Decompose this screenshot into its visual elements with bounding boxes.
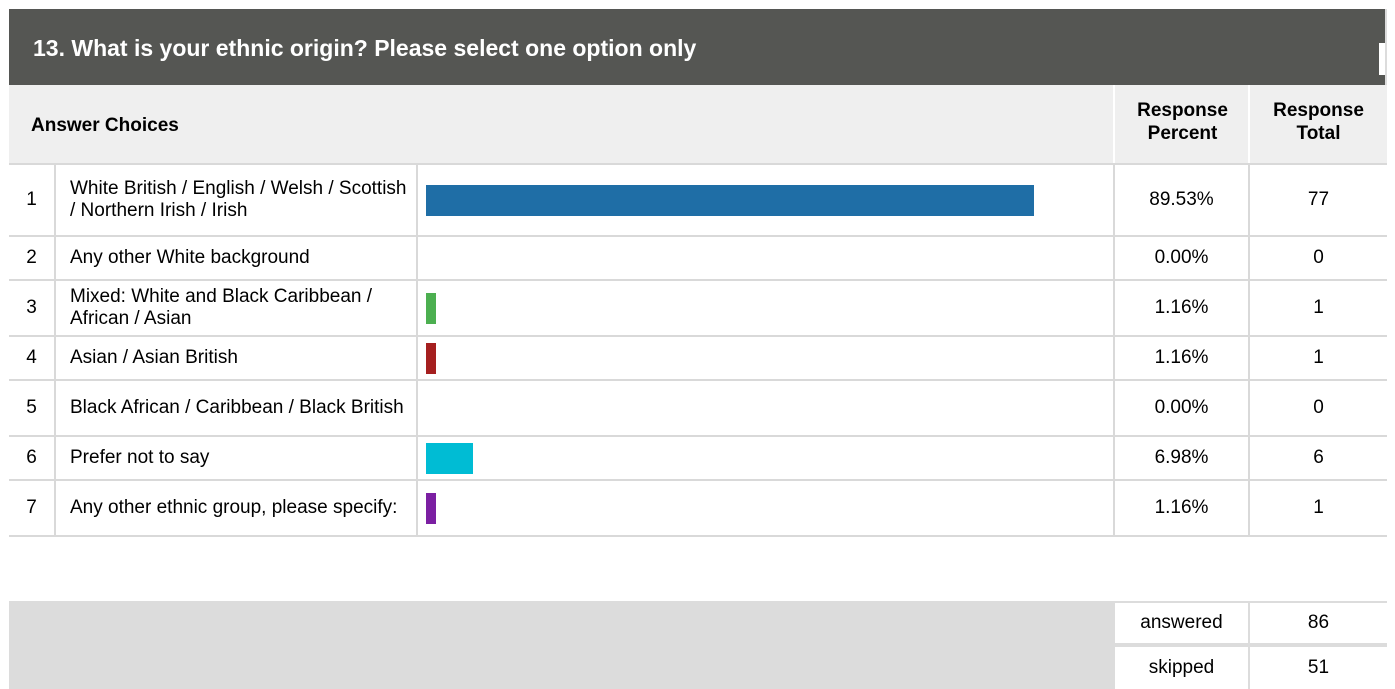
response-bar [426, 443, 473, 474]
row-number: 4 [9, 337, 56, 379]
response-bar [426, 185, 1034, 216]
skipped-label: skipped [1115, 647, 1248, 689]
summary-footer: answered 86 skipped 51 [9, 601, 1387, 689]
response-percent: 1.16% [1115, 481, 1250, 535]
response-bar [426, 493, 436, 524]
response-total: 1 [1250, 481, 1387, 535]
response-total-header-line1: Response [1250, 99, 1387, 122]
bar-cell [418, 281, 1115, 335]
response-total: 77 [1250, 165, 1387, 235]
row-number: 7 [9, 481, 56, 535]
response-percent-header-line1: Response [1115, 99, 1250, 122]
response-bar [426, 293, 436, 324]
row-number: 3 [9, 281, 56, 335]
question-title: 13. What is your ethnic origin? Please s… [33, 35, 696, 62]
response-total-header-line2: Total [1250, 122, 1387, 145]
question-title-bar: 13. What is your ethnic origin? Please s… [9, 9, 1387, 85]
table-header: Answer Choices Response Percent Response… [9, 85, 1387, 165]
response-percent-header: Response Percent [1115, 99, 1250, 145]
table-row: 1 White British / English / Welsh / Scott… [9, 165, 1387, 237]
response-bar [426, 343, 436, 374]
header-divider [1248, 85, 1250, 163]
response-total-header: Response Total [1250, 99, 1387, 145]
answer-choices-header: Answer Choices [31, 115, 179, 137]
response-percent: 6.98% [1115, 437, 1250, 479]
answer-label: Asian / Asian British [56, 337, 418, 379]
bar-cell [418, 437, 1115, 479]
table-row: 3 Mixed: White and Black Caribbean / Afri… [9, 281, 1387, 337]
skipped-value: 51 [1250, 647, 1387, 689]
answered-value: 86 [1250, 603, 1387, 643]
response-total: 6 [1250, 437, 1387, 479]
bar-cell [418, 237, 1115, 279]
table-row: 2 Any other White background 0.00% 0 [9, 237, 1387, 281]
answered-label: answered [1115, 603, 1248, 643]
row-number: 5 [9, 381, 56, 435]
table-row: 7 Any other ethnic group, please specify:… [9, 481, 1387, 537]
survey-question-panel: 13. What is your ethnic origin? Please s… [9, 9, 1387, 689]
response-percent-header-line2: Percent [1115, 122, 1250, 145]
response-total: 0 [1250, 237, 1387, 279]
response-percent: 1.16% [1115, 281, 1250, 335]
answer-label: Prefer not to say [56, 437, 418, 479]
answer-label: Any other White background [56, 237, 418, 279]
header-divider [1113, 85, 1115, 163]
response-percent: 0.00% [1115, 237, 1250, 279]
row-number: 2 [9, 237, 56, 279]
bar-cell [418, 165, 1115, 235]
row-number: 1 [9, 165, 56, 235]
row-number: 6 [9, 437, 56, 479]
answer-label: White British / English / Welsh / Scotti… [56, 165, 418, 235]
response-percent: 0.00% [1115, 381, 1250, 435]
answer-label: Any other ethnic group, please specify: [56, 481, 418, 535]
response-total: 1 [1250, 281, 1387, 335]
table-row: 6 Prefer not to say 6.98% 6 [9, 437, 1387, 481]
response-percent: 89.53% [1115, 165, 1250, 235]
bar-cell [418, 381, 1115, 435]
response-percent: 1.16% [1115, 337, 1250, 379]
title-bar-notch [1379, 43, 1385, 75]
response-total: 0 [1250, 381, 1387, 435]
answer-label: Black African / Caribbean / Black Britis… [56, 381, 418, 435]
bar-cell [418, 481, 1115, 535]
table-row: 5 Black African / Caribbean / Black Briti… [9, 381, 1387, 437]
table-row: 4 Asian / Asian British 1.16% 1 [9, 337, 1387, 381]
bar-cell [418, 337, 1115, 379]
answer-label: Mixed: White and Black Caribbean / Afric… [56, 281, 418, 335]
response-total: 1 [1250, 337, 1387, 379]
